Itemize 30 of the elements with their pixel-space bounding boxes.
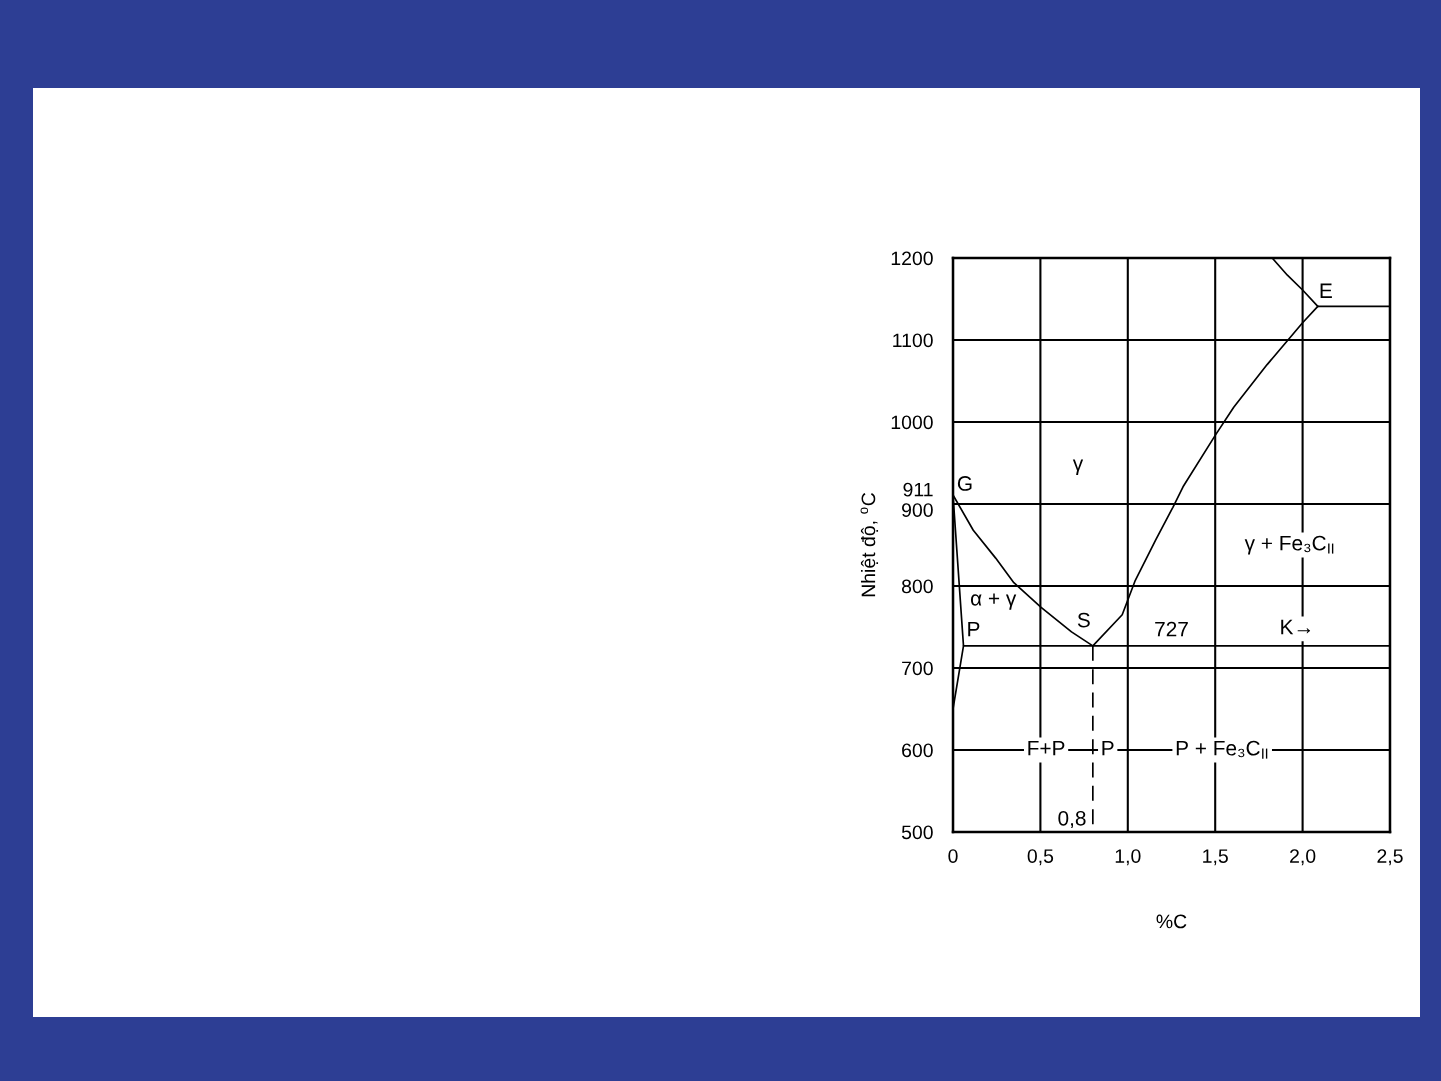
y-tick-label: 700 [902, 661, 933, 676]
annotation: K→ [1281, 619, 1311, 635]
annotation: P [1102, 741, 1114, 756]
annotation: 0,8 [1058, 810, 1086, 829]
y-tick-label: 900 [902, 503, 933, 517]
x-tick-label: 0 [948, 849, 958, 863]
annotation: γ + Fe₃C$_{II}$ [1244, 535, 1334, 555]
y-tick-label: 911 [903, 482, 933, 497]
annotation: S [1077, 612, 1090, 628]
x-tick-label: 2,0 [1290, 849, 1316, 866]
y-tick-label: 1100 [893, 333, 933, 348]
y-tick-label: 1000 [891, 415, 933, 430]
x-tick-label: 1,0 [1115, 849, 1141, 866]
annotation: F+P [1028, 741, 1065, 756]
y-tick-label: 1200 [891, 251, 933, 266]
annotation: α + γ [970, 593, 1017, 610]
x-tick-label: 0,5 [1027, 849, 1054, 866]
annotation: γ [1072, 459, 1084, 475]
annotation: 727 [1155, 621, 1188, 637]
y-axis-title: Nhiệt độ, $^{o}$C [860, 493, 879, 597]
y-tick-label: 800 [901, 579, 933, 594]
x-tick-label: 2,5 [1377, 849, 1403, 866]
annotation: P [968, 621, 980, 637]
x-tick-label: 1,5 [1203, 849, 1228, 866]
annotation: P + Fe₃C$_{II}$ [1176, 740, 1268, 759]
annotation: E [1320, 283, 1332, 298]
y-tick-label: 600 [902, 743, 933, 758]
y-tick-label: 500 [901, 825, 933, 840]
x-axis-title: %C [1156, 914, 1187, 929]
annotation: G [957, 476, 972, 491]
